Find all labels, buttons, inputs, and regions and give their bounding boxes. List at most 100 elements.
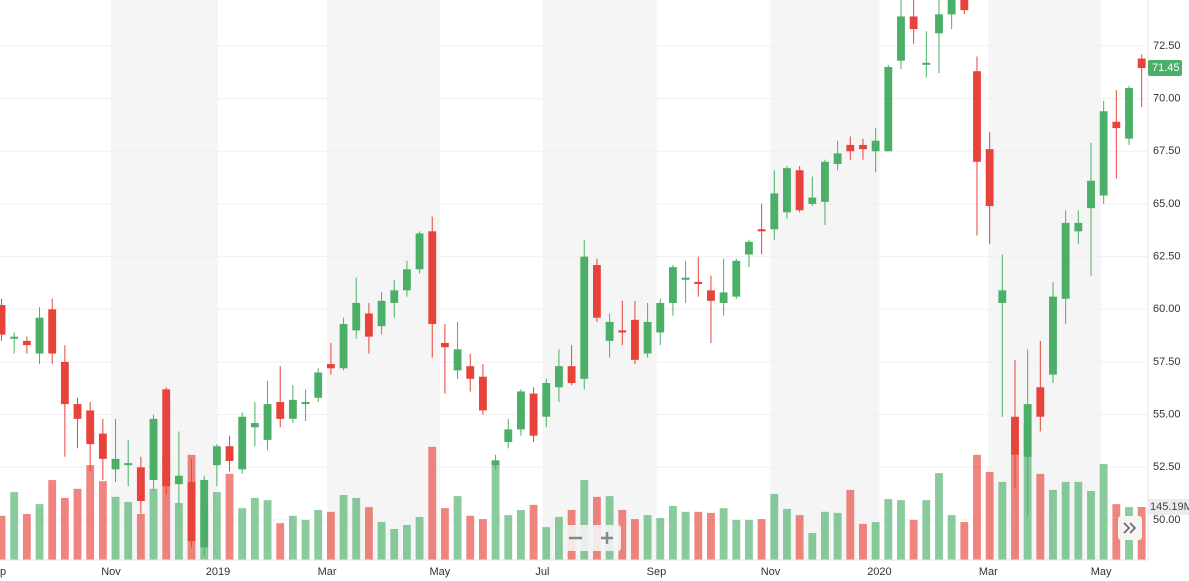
candle-body <box>846 144 855 152</box>
month-band <box>988 0 1102 560</box>
volume-bar <box>263 500 272 560</box>
candle-body <box>669 267 677 303</box>
volume-bar <box>48 480 57 560</box>
candle-body <box>833 153 842 164</box>
zoom-controls <box>563 525 621 551</box>
scroll-right-button[interactable] <box>1118 516 1142 540</box>
candle-body <box>301 401 310 405</box>
volume-bar <box>1112 504 1121 560</box>
volume-bar <box>1049 489 1057 560</box>
candle-body <box>339 324 348 369</box>
volume-bar <box>86 465 95 560</box>
scroll-icon <box>1129 522 1137 534</box>
candle-body <box>935 14 943 34</box>
candle-body <box>1137 58 1146 69</box>
candle-body <box>745 241 753 255</box>
candle-body <box>618 330 627 333</box>
volume-bar <box>833 512 842 560</box>
volume-bar <box>529 504 538 560</box>
zoom-panel <box>563 525 621 551</box>
candle-body <box>998 290 1007 303</box>
candle-body <box>288 399 297 419</box>
volume-bar <box>35 504 44 560</box>
candle-body <box>1011 416 1019 455</box>
candle-body <box>631 319 639 360</box>
candle-body <box>1125 88 1133 139</box>
x-tick-label: Mar <box>318 566 337 578</box>
candle-body <box>162 389 171 487</box>
candle-body <box>922 62 931 65</box>
volume-bar <box>1074 481 1083 560</box>
x-tick-label: Jul <box>535 566 549 578</box>
volume-bar <box>352 497 361 560</box>
candle-body <box>859 144 867 150</box>
volume-bar <box>732 519 741 560</box>
candle-body <box>174 475 183 485</box>
candle-body <box>238 416 247 470</box>
x-tick-label: Nov <box>101 566 121 578</box>
volume-bar <box>719 508 728 560</box>
candle-body <box>985 149 994 207</box>
candle-body <box>314 372 323 398</box>
candle-body <box>516 391 525 430</box>
volume-bar <box>73 488 82 560</box>
candle-body <box>757 229 766 232</box>
candle-body <box>0 305 6 335</box>
volume-bar <box>149 488 158 560</box>
candle-body <box>86 410 95 445</box>
y-tick-label: 50.00 <box>1153 514 1181 526</box>
candle-body <box>200 479 209 548</box>
zoom-in-button[interactable] <box>601 532 613 544</box>
volume-bar <box>124 501 133 560</box>
volume-bar <box>808 532 817 560</box>
candle-body <box>276 401 285 419</box>
volume-bar <box>22 514 31 560</box>
candle-body <box>263 404 272 440</box>
candle-body <box>542 383 551 417</box>
candle-body <box>529 393 538 436</box>
month-bands <box>110 0 1102 560</box>
candle-body <box>364 313 373 337</box>
y-tick-label: 55.00 <box>1153 409 1181 421</box>
candle-body <box>593 265 601 318</box>
candle-body <box>35 317 44 354</box>
volume-bar <box>1061 481 1070 560</box>
x-tick-label: 2019 <box>206 566 230 578</box>
candle-body <box>795 170 804 211</box>
volume-bar <box>1036 473 1045 560</box>
candle-body <box>770 193 779 230</box>
volume-bar <box>162 454 171 560</box>
candle-body <box>1074 222 1083 232</box>
volume-bar <box>554 516 563 560</box>
candle-body <box>149 418 158 480</box>
candle-body <box>466 366 475 379</box>
candle-body <box>694 281 703 285</box>
candle-body <box>1049 296 1057 375</box>
volume-bar <box>466 515 475 560</box>
candle-body <box>22 340 31 346</box>
candle-body <box>440 342 449 348</box>
volume-bar <box>770 493 779 560</box>
candle-body <box>1099 111 1108 196</box>
y-tick-label: 70.00 <box>1153 93 1181 105</box>
x-tick-label: May <box>1091 566 1112 578</box>
last-volume-label: 145.19M <box>1150 501 1189 513</box>
volume-bar <box>542 527 551 560</box>
price-pane <box>0 0 1146 556</box>
volume-bar <box>212 492 221 560</box>
candle-body <box>225 446 234 461</box>
volume-bar <box>504 515 513 560</box>
candle-body <box>1023 404 1032 457</box>
candle-body <box>250 423 259 428</box>
month-band <box>327 0 440 560</box>
y-tick-label: 57.50 <box>1153 356 1181 368</box>
volume-bar <box>707 512 715 560</box>
candle-body <box>136 467 145 502</box>
volume-bar <box>884 499 893 560</box>
candle-body <box>808 197 817 204</box>
volume-bar <box>922 500 931 560</box>
candle-body <box>10 336 19 339</box>
candle-body <box>73 404 82 419</box>
volume-bar <box>390 528 399 560</box>
